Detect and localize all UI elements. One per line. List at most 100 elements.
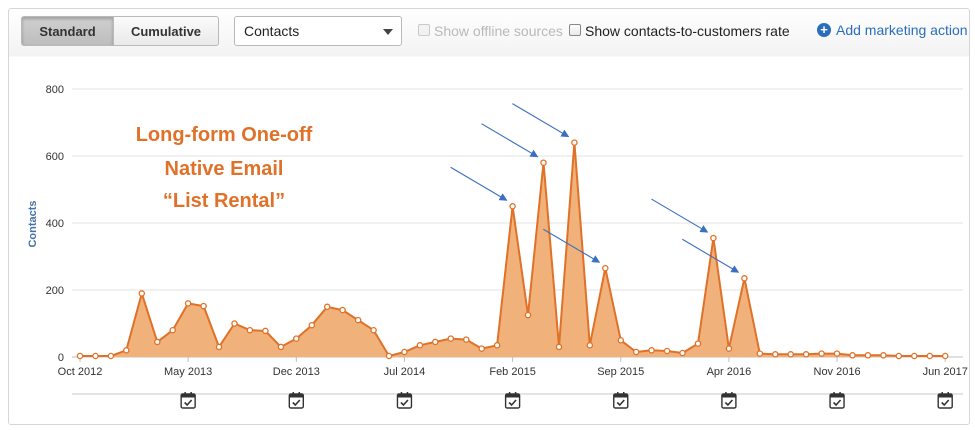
calendar-check xyxy=(832,399,842,407)
data-point xyxy=(463,336,470,343)
data-point xyxy=(833,350,841,357)
x-tick-label: Feb 2015 xyxy=(489,366,535,378)
data-point xyxy=(818,350,825,357)
data-point xyxy=(401,348,408,356)
calendar-check xyxy=(184,399,193,407)
y-tick-label: 0 xyxy=(58,352,64,364)
annotation: Long-form One-off Native Email “List Ren… xyxy=(136,124,313,212)
data-point xyxy=(354,316,362,324)
data-point xyxy=(509,203,516,210)
data-point xyxy=(586,342,594,349)
calendar-check-icon xyxy=(829,392,845,409)
x-tick-label: May 2013 xyxy=(164,366,212,378)
annotation-line-1: Long-form One-off xyxy=(136,124,313,146)
show-rate-checkbox[interactable] xyxy=(569,24,581,36)
data-point xyxy=(123,347,130,354)
data-point xyxy=(911,352,918,360)
calendar-check xyxy=(508,399,517,407)
y-axis-title: Contacts xyxy=(27,200,39,247)
calendar-header xyxy=(613,394,628,398)
data-point xyxy=(308,321,316,329)
y-axis: 0 200 400 600 800 xyxy=(46,84,64,364)
marketing-action-row xyxy=(72,392,963,409)
data-point xyxy=(571,139,578,146)
data-point xyxy=(756,350,764,357)
data-point xyxy=(277,343,285,351)
data-point xyxy=(725,345,733,352)
show-rate-label: Show contacts-to-customers rate xyxy=(585,23,790,39)
data-point xyxy=(648,347,655,354)
calendar-header xyxy=(181,394,196,398)
annotation-arrow xyxy=(543,228,601,263)
data-point xyxy=(864,352,872,359)
x-tick-label: Jun 2017 xyxy=(923,366,968,378)
x-tick-label: Nov 2016 xyxy=(814,366,861,378)
x-axis: Oct 2012 May 2013 Dec 2013 Jul 2014 Feb 2015… xyxy=(58,357,968,378)
data-point xyxy=(710,234,717,242)
data-point xyxy=(447,335,455,342)
data-point xyxy=(138,290,146,297)
x-tick-label: Apr 2016 xyxy=(707,366,752,378)
calendar-check-icon xyxy=(180,392,196,409)
data-point xyxy=(849,352,856,359)
show-offline-sources-checkbox[interactable] xyxy=(418,24,430,36)
data-point xyxy=(524,311,532,319)
data-point xyxy=(540,159,547,166)
data-point xyxy=(895,352,903,360)
calendar-check-icon xyxy=(504,392,521,409)
data-point xyxy=(787,351,794,358)
data-point xyxy=(694,340,702,347)
plus-circle-icon: + xyxy=(817,23,831,37)
data-point xyxy=(154,338,161,346)
data-point xyxy=(632,348,640,356)
x-tick-label: Oct 2012 xyxy=(58,366,103,378)
data-point xyxy=(184,300,192,307)
show-offline-sources-label: Show offline sources xyxy=(434,23,563,39)
calendar-header xyxy=(505,394,520,398)
data-point xyxy=(741,275,748,282)
y-tick-label: 600 xyxy=(46,151,64,163)
data-point xyxy=(231,320,238,327)
data-point xyxy=(555,343,563,351)
standard-view-button[interactable]: Standard xyxy=(21,16,114,46)
annotation-arrows xyxy=(450,103,740,273)
calendar-check xyxy=(292,399,301,407)
x-tick-label: Jul 2014 xyxy=(384,366,426,378)
data-point xyxy=(215,343,223,351)
y-tick-label: 400 xyxy=(46,218,64,230)
add-marketing-action-label: Add marketing action xyxy=(836,22,968,38)
metric-select[interactable]: Contacts xyxy=(234,16,402,46)
data-point xyxy=(941,352,949,360)
data-point xyxy=(617,337,625,344)
calendar-check-icon xyxy=(613,392,629,409)
annotation-line-3: “List Rental” xyxy=(163,190,285,212)
data-point xyxy=(339,306,346,314)
calendar-header xyxy=(721,394,736,398)
calendar-check-icon xyxy=(721,392,737,409)
data-point xyxy=(107,352,115,360)
data-point xyxy=(262,327,269,335)
cumulative-view-button[interactable]: Cumulative xyxy=(113,16,219,46)
calendar-check xyxy=(400,399,409,407)
data-point xyxy=(200,302,207,310)
calendar-check-icon xyxy=(288,392,304,409)
data-point xyxy=(76,352,84,360)
series-area-fill xyxy=(80,142,946,357)
data-point xyxy=(493,342,501,349)
x-tick-label: Sep 2015 xyxy=(597,366,644,378)
data-point xyxy=(323,303,331,311)
add-marketing-action-link[interactable]: + Add marketing action xyxy=(817,22,968,38)
y-tick-label: 800 xyxy=(46,84,64,96)
data-point xyxy=(880,352,887,359)
calendar-header xyxy=(830,394,845,398)
annotation-arrow xyxy=(450,166,508,201)
metric-select-value: Contacts xyxy=(244,23,300,39)
calendar-header xyxy=(397,394,412,398)
data-point xyxy=(370,326,377,334)
data-point xyxy=(169,326,176,334)
calendar-check-icon xyxy=(937,392,953,409)
data-point xyxy=(926,352,934,360)
calendar-header xyxy=(289,394,304,398)
data-point xyxy=(432,338,439,346)
